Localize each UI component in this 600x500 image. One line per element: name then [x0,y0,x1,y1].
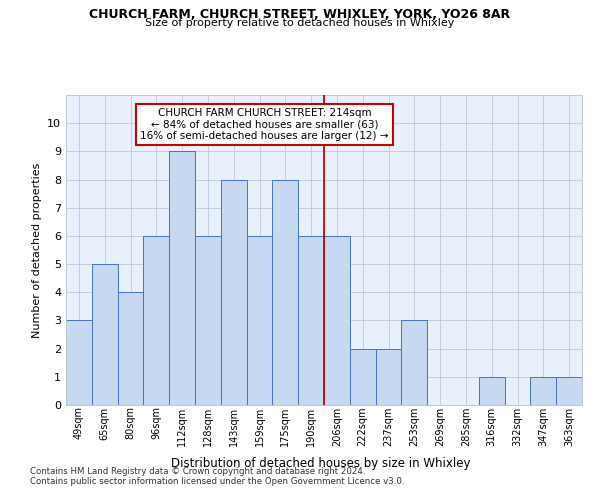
Bar [118,292,143,405]
Y-axis label: Number of detached properties: Number of detached properties [32,162,41,338]
Bar [376,348,401,405]
Bar [143,236,169,405]
Bar [298,236,324,405]
Bar [479,377,505,405]
Bar [530,377,556,405]
Bar [92,264,118,405]
Text: Contains HM Land Registry data © Crown copyright and database right 2024.: Contains HM Land Registry data © Crown c… [30,467,365,476]
Bar [324,236,350,405]
Bar [272,180,298,405]
Bar [401,320,427,405]
Bar [556,377,582,405]
Bar [221,180,247,405]
Text: Contains public sector information licensed under the Open Government Licence v3: Contains public sector information licen… [30,477,404,486]
Text: CHURCH FARM, CHURCH STREET, WHIXLEY, YORK, YO26 8AR: CHURCH FARM, CHURCH STREET, WHIXLEY, YOR… [89,8,511,20]
Bar [66,320,92,405]
Bar [247,236,272,405]
Bar [350,348,376,405]
Text: Size of property relative to detached houses in Whixley: Size of property relative to detached ho… [145,18,455,28]
Bar [169,152,195,405]
Text: Distribution of detached houses by size in Whixley: Distribution of detached houses by size … [171,458,471,470]
Text: CHURCH FARM CHURCH STREET: 214sqm
← 84% of detached houses are smaller (63)
16% : CHURCH FARM CHURCH STREET: 214sqm ← 84% … [140,108,389,141]
Bar [195,236,221,405]
